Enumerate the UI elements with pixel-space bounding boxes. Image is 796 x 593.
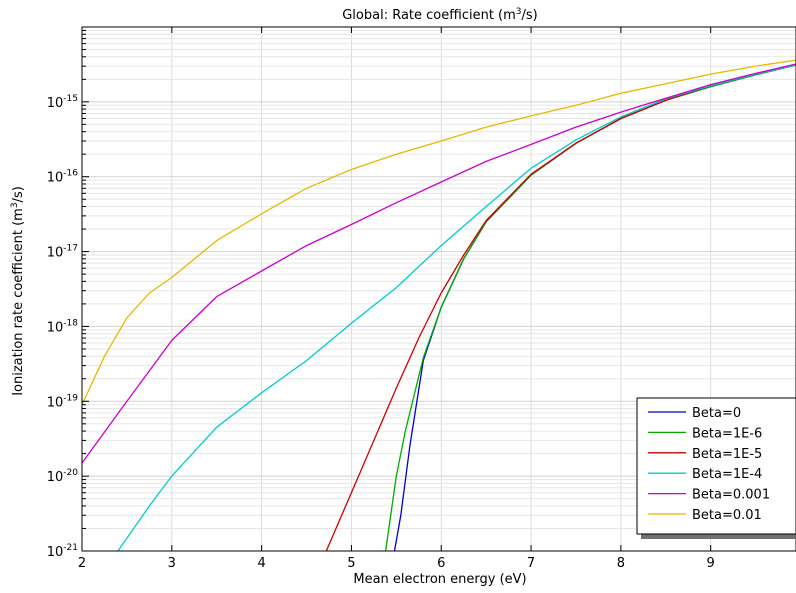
legend-label-beta-0-001: Beta=0.001 xyxy=(692,488,770,503)
x-tick-label: 6 xyxy=(437,556,445,571)
plot-frame xyxy=(81,26,796,552)
legend-label-beta-0-01: Beta=0.01 xyxy=(692,508,762,523)
y-tick-label: 10-21 xyxy=(47,543,78,560)
y-axis-title: Ionization rate coefficient (m3/s) xyxy=(10,186,26,396)
chart-title: Global: Rate coefficient (m3/s) xyxy=(342,7,538,23)
legend-label-beta-0: Beta=0 xyxy=(692,406,741,421)
legend-label-beta-1e-5: Beta=1E-5 xyxy=(692,447,762,462)
series-line-beta-0-01 xyxy=(81,59,796,405)
x-tick-label: 9 xyxy=(707,556,715,571)
y-tick-label: 10-18 xyxy=(47,318,79,335)
y-tick-label: 10-20 xyxy=(47,468,79,485)
y-tick-label: 10-19 xyxy=(47,393,79,410)
x-tick-label: 5 xyxy=(347,556,355,571)
legend-box xyxy=(636,397,796,535)
legend-label-beta-1e-6: Beta=1E-6 xyxy=(692,426,762,441)
legend: Beta=0 Beta=1E-6 Beta=1E-5 Beta=1E-4 Beta=0.… xyxy=(636,397,796,539)
x-tick-label: 3 xyxy=(168,556,176,571)
series-line-beta-1e-6 xyxy=(384,64,796,552)
y-tick-label: 10-17 xyxy=(47,244,78,261)
y-tick-label: 10-15 xyxy=(47,94,78,111)
series-line-beta-0-001 xyxy=(81,63,796,464)
axes xyxy=(81,26,796,552)
series-line-beta-1e-4 xyxy=(117,64,796,552)
x-tick-label: 7 xyxy=(527,556,535,571)
legend-label-beta-1e-4: Beta=1E-4 xyxy=(692,467,762,482)
x-axis-title: Mean electron energy (eV) xyxy=(353,572,526,587)
x-tick-label: 4 xyxy=(257,556,265,571)
y-tick-label: 10-16 xyxy=(47,169,79,186)
tick-labels: 2 3 4 5 6 7 8 9 10-21 10-20 10-19 10-18 10-17 10-16 10… xyxy=(47,94,715,571)
series-lines xyxy=(81,59,796,552)
x-tick-label: 2 xyxy=(78,556,86,571)
x-tick-label: 8 xyxy=(617,556,625,571)
